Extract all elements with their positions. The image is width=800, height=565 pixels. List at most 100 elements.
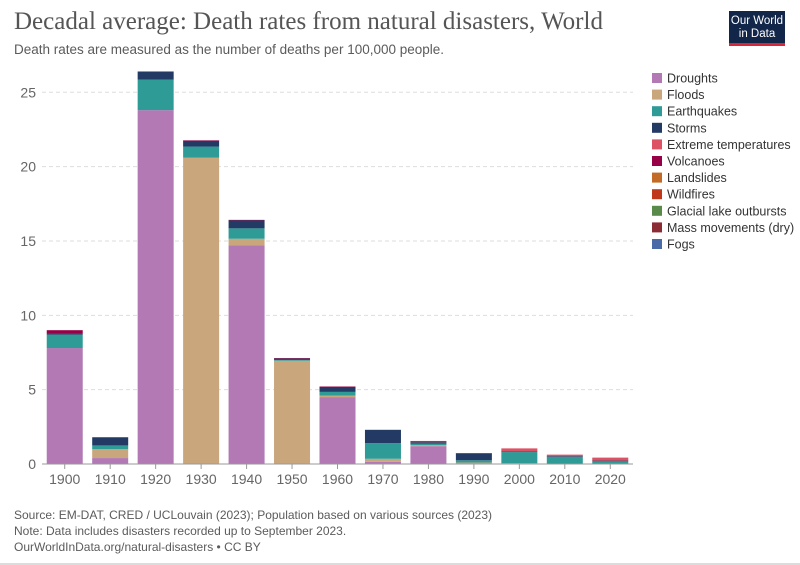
bar-segment [455, 453, 492, 454]
bar-segment [364, 429, 401, 444]
bar-segment [183, 140, 220, 147]
bar-segment [455, 462, 492, 464]
x-tick-label: 1910 [95, 471, 126, 487]
bar-segment [92, 437, 129, 446]
bar-segment [46, 348, 83, 464]
legend-swatch [652, 73, 662, 83]
bar-segment [274, 358, 311, 360]
bar-segment [364, 461, 401, 464]
x-tick-label: 1990 [458, 471, 489, 487]
legend-swatch [652, 156, 662, 166]
bar-segment [46, 333, 83, 335]
x-tick-label: 1940 [231, 471, 262, 487]
legend-label: Wildfires [667, 188, 715, 202]
bar-segment [546, 456, 583, 464]
bar-segment [274, 359, 311, 361]
x-tick-label: 1980 [413, 471, 444, 487]
x-tick-label: 1970 [367, 471, 398, 487]
bar-segment [501, 448, 538, 452]
legend-swatch [652, 189, 662, 200]
bar-segment [46, 330, 83, 334]
bar-segment [183, 140, 220, 141]
chart-subtitle: Death rates are measured as the number o… [14, 42, 445, 57]
bar-segment [228, 228, 265, 239]
bar-segment [137, 110, 174, 464]
source-note: Source: EM-DAT, CRED / UCLouvain (2023);… [14, 508, 493, 522]
bar-segment [228, 220, 265, 229]
bar-segment [410, 441, 447, 443]
x-tick-label: 1950 [276, 471, 307, 487]
bottom-divider [0, 563, 800, 565]
bar-segment [501, 451, 538, 453]
logo-line-2: in Data [738, 28, 776, 40]
x-tick-label: 1960 [322, 471, 353, 487]
legend-swatch [652, 205, 662, 216]
logo-line-1: Our World [730, 15, 784, 27]
bar-segment [137, 79, 174, 111]
legend-label: Fogs [667, 238, 695, 252]
bar-segment [501, 452, 538, 464]
attribution-link[interactable]: OurWorldInData.org/natural-disasters • C… [14, 540, 261, 554]
y-tick-label: 5 [28, 382, 36, 398]
bar-segment [92, 458, 129, 464]
bar-segment [546, 454, 583, 457]
x-tick-label: 2020 [595, 471, 626, 487]
bar-segment [410, 443, 447, 446]
x-tick-label: 2010 [549, 471, 580, 487]
x-tick-label: 1900 [49, 471, 80, 487]
bar-segment [410, 445, 447, 447]
legend-label: Floods [667, 88, 705, 102]
x-tick-label: 1920 [140, 471, 171, 487]
y-tick-label: 15 [20, 233, 36, 249]
stacked-bar-chart: 0 5 10 15 20 25 1900 1910 1920 1930 1940 1950 1960 19… [20, 71, 794, 487]
bar-segment [455, 453, 492, 461]
bar-segment [592, 461, 629, 464]
bar-segment [455, 460, 492, 463]
y-tick-label: 10 [20, 307, 36, 323]
legend-label: Extreme temperatures [667, 138, 791, 152]
legend-label: Mass movements (dry) [667, 221, 794, 235]
bar-segment [410, 446, 447, 464]
bar-segment [228, 219, 265, 221]
legend-label: Landslides [667, 171, 727, 185]
x-tick-label: 2000 [504, 471, 535, 487]
bar-segment [319, 386, 356, 388]
legend-label: Droughts [667, 72, 718, 86]
legend-label: Glacial lake outbursts [667, 204, 787, 218]
bar-segment [364, 458, 401, 462]
legend-swatch [652, 239, 662, 249]
data-note: Note: Data includes disasters recorded u… [14, 524, 347, 538]
legend-swatch [652, 89, 662, 100]
legend-swatch [652, 172, 662, 183]
bar-segment [92, 437, 129, 438]
bar-segment [274, 358, 311, 359]
legend-label: Earthquakes [667, 105, 737, 119]
bar-segment [410, 442, 447, 444]
bar-segment [592, 457, 629, 461]
y-tick-label: 0 [28, 456, 36, 472]
legend-swatch [652, 106, 662, 117]
bar-segment [592, 460, 629, 462]
legend-label: Volcanoes [667, 155, 725, 169]
bar-segment [319, 391, 356, 396]
bar-segment [228, 245, 265, 464]
bar-segment [228, 238, 265, 246]
bar-segment [46, 334, 83, 349]
bar-segment [92, 445, 129, 450]
legend-swatch [652, 222, 662, 233]
bar-segment [546, 456, 583, 457]
bar-segment [319, 386, 356, 392]
legend-label: Storms [667, 121, 707, 135]
bar-segment [319, 395, 356, 398]
bar-segment [183, 146, 220, 158]
y-tick-label: 20 [20, 159, 36, 175]
bar-segment [274, 360, 311, 464]
bar-segment [137, 71, 174, 80]
owid-logo[interactable]: Our World in Data [729, 11, 785, 46]
bar-segment [410, 440, 447, 442]
legend-swatch [652, 122, 662, 133]
chart-title: Decadal average: Death rates from natura… [14, 8, 603, 35]
x-tick-label: 1930 [186, 471, 217, 487]
legend-swatch [652, 139, 662, 150]
bar-segment [319, 397, 356, 464]
